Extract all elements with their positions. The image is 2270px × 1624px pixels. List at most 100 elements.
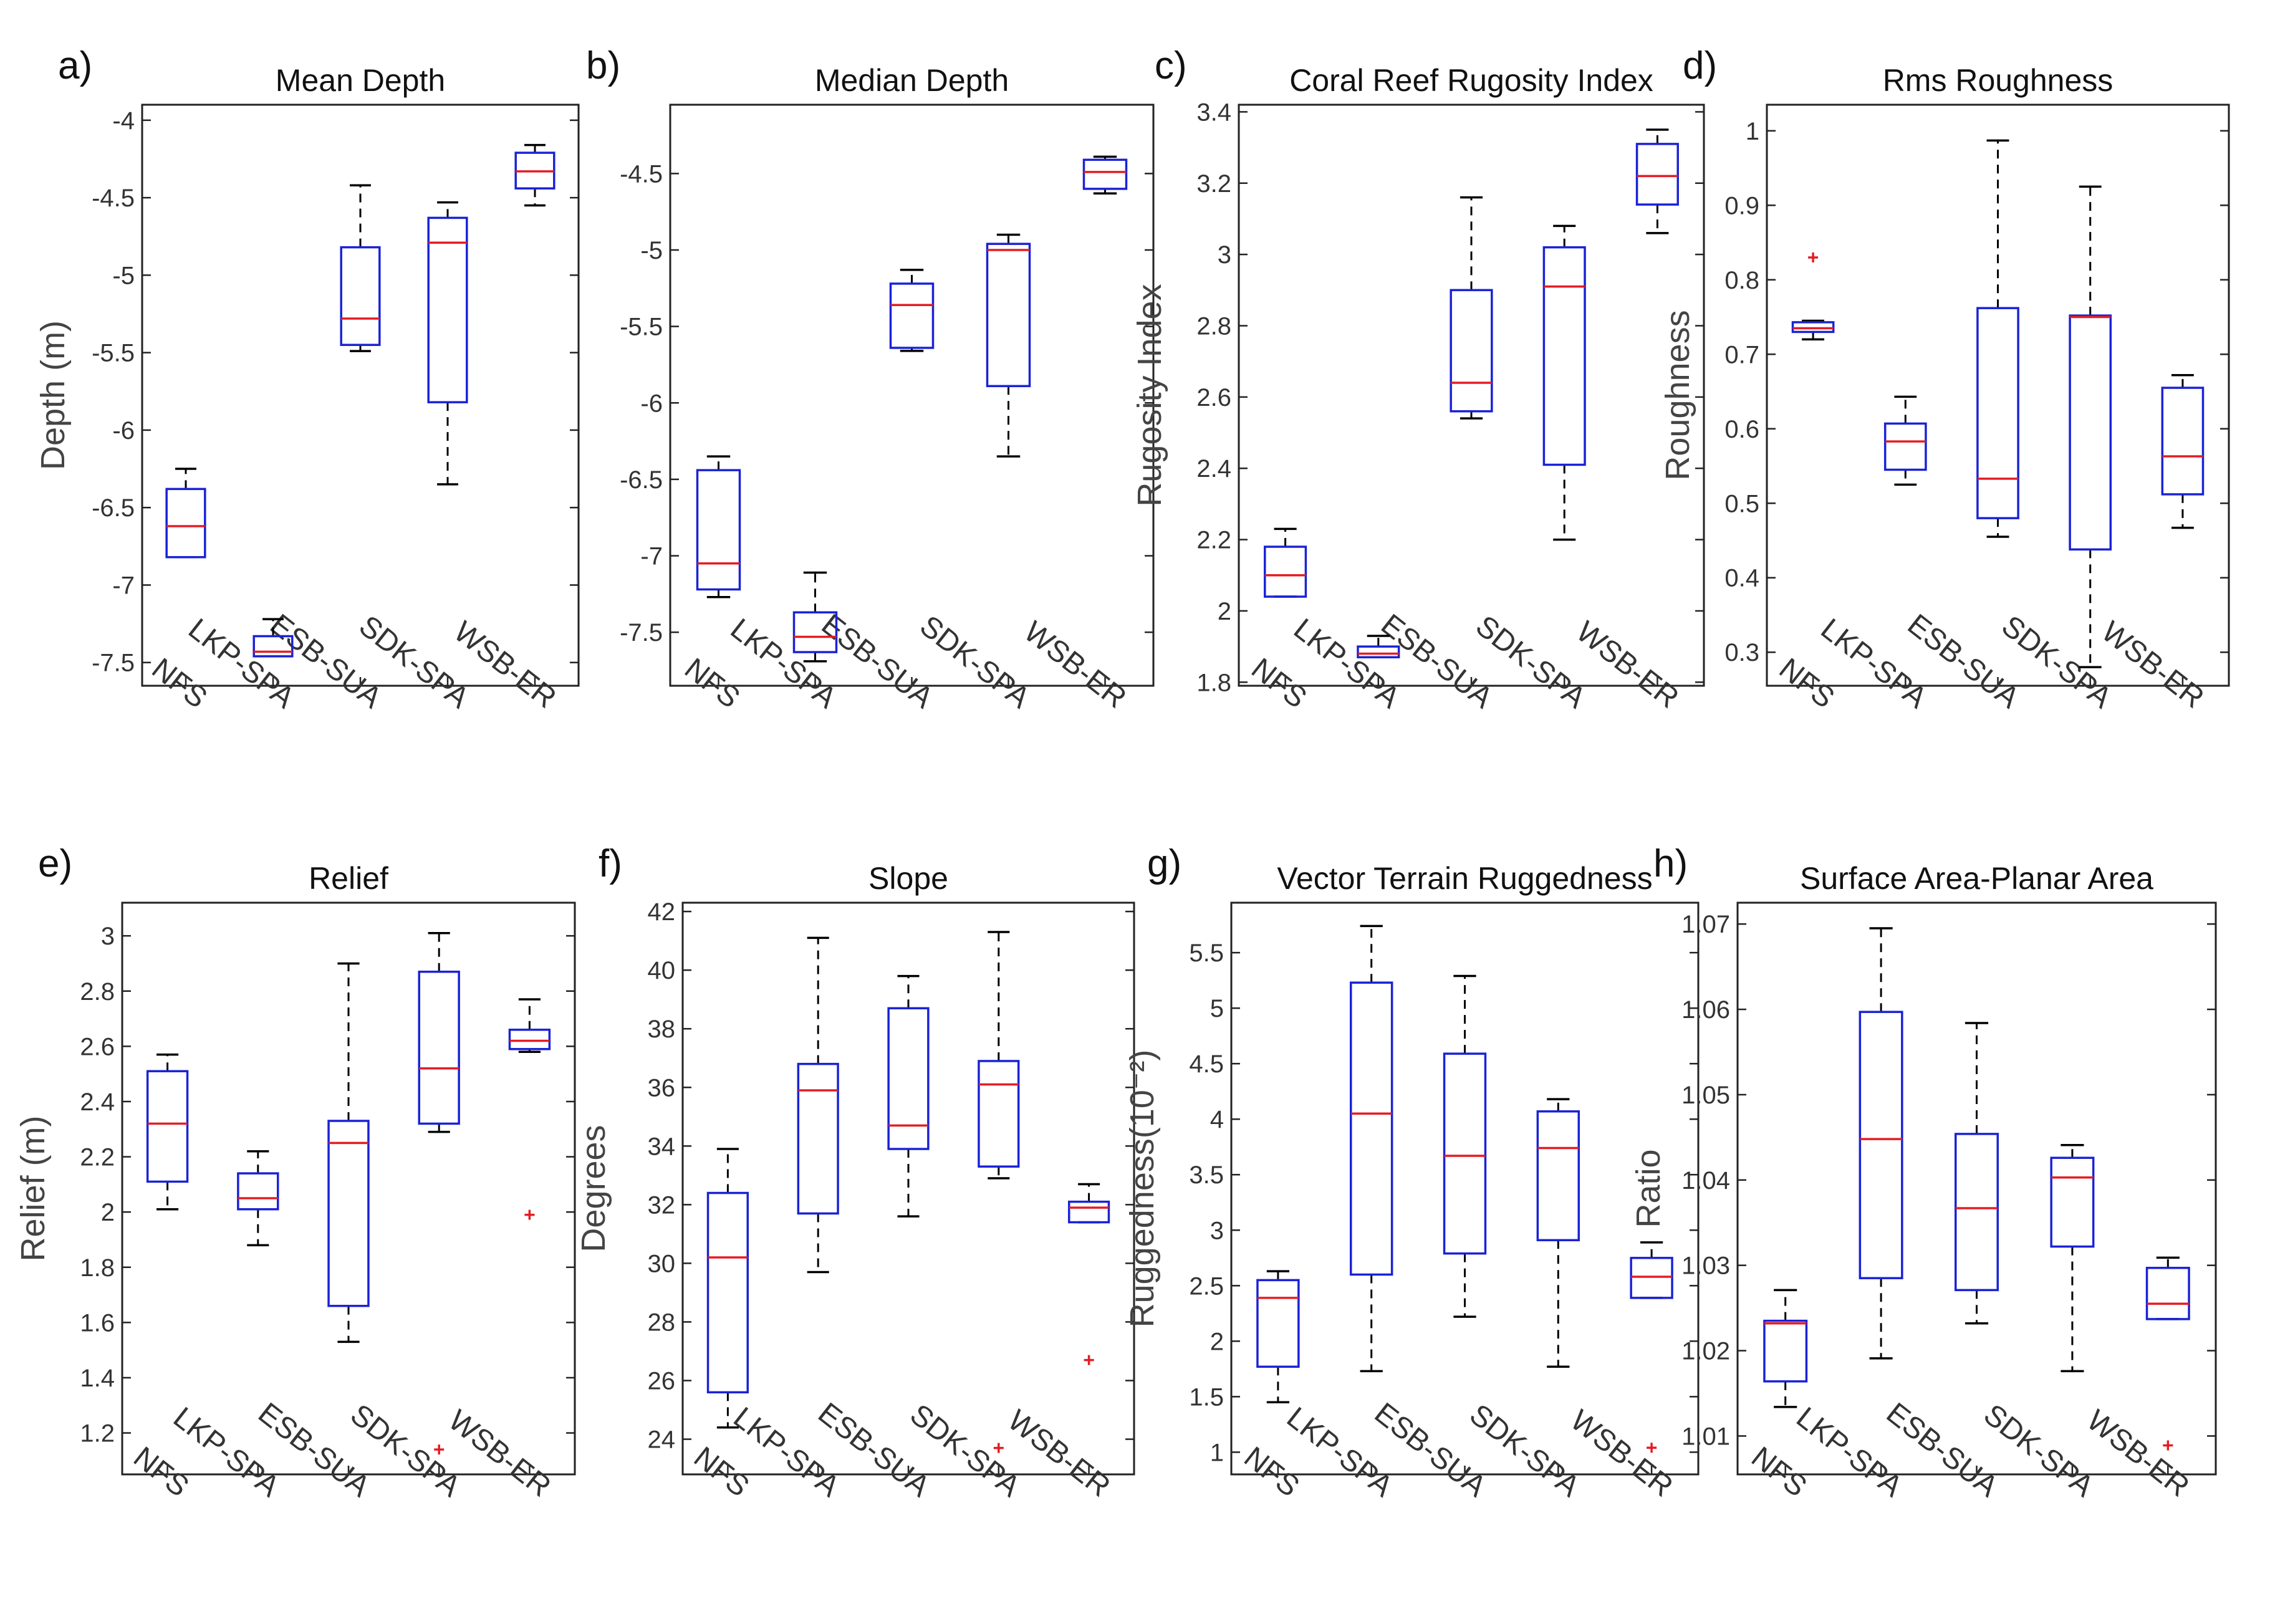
- panel-c: Coral Reef Rugosity Index c) 1.8 2 2.2 2.4 2.6…: [1131, 44, 1705, 715]
- x-category-label: NFS: [146, 652, 213, 715]
- iqr-box: [1635, 143, 1679, 206]
- y-tick-label: 2: [101, 1199, 115, 1226]
- x-category-label: WSB-ER: [1564, 1404, 1679, 1504]
- iqr-box: [2161, 387, 2205, 496]
- box-ESB-SUA: [327, 962, 370, 1343]
- iqr-box: [889, 282, 935, 349]
- panel-letter: g): [1147, 842, 1181, 885]
- y-tick-label: 3.5: [1189, 1161, 1224, 1189]
- x-category-label: NFS: [1238, 1441, 1305, 1504]
- y-axis-label: Ruggedness(10⁻²): [1123, 1050, 1161, 1328]
- box-NFS: [706, 1148, 749, 1429]
- iqr-box: [1349, 981, 1393, 1276]
- y-tick-label: -7.5: [92, 650, 135, 677]
- y-tick-label: 3.4: [1196, 98, 1231, 126]
- y-tick-label: 4.5: [1189, 1050, 1224, 1078]
- y-axis-label: Depth (m): [34, 320, 72, 470]
- x-category-label: WSB-ER: [1002, 1404, 1117, 1504]
- y-tick-label: 3: [101, 923, 115, 950]
- outlier-marker: [524, 1209, 535, 1220]
- x-category-label: NFS: [1745, 1441, 1812, 1504]
- y-tick-label: 40: [648, 957, 676, 984]
- y-tick-label: 38: [648, 1016, 676, 1043]
- x-category-label: NFS: [678, 652, 746, 715]
- y-tick-label: -6.5: [92, 494, 135, 522]
- panel-h: Surface Area-Planar Area h) 1.01 1.02 1.03 1.…: [1630, 842, 2217, 1504]
- x-category-label: NFS: [1773, 652, 1840, 715]
- panel-a: Mean Depth a) -4 -4.5 -5 -5.5 -6 -6.5 -7 -7.5 Dept…: [34, 44, 580, 715]
- box-LKP-SPA: [1859, 927, 1903, 1360]
- iqr-box: [1883, 422, 1927, 471]
- panels-root: Mean Depth a) -4 -4.5 -5 -5.5 -6 -6.5 -7 -7.5 Dept…: [14, 44, 2230, 1504]
- y-tick-label: 1.03: [1681, 1252, 1730, 1280]
- y-tick-label: 1.5: [1189, 1383, 1224, 1411]
- iqr-box: [418, 970, 460, 1125]
- y-tick-label: 2.4: [80, 1088, 115, 1116]
- box-ESB-SUA: [1443, 974, 1487, 1318]
- box-LKP-SPA: [792, 571, 838, 663]
- y-tick-label: 2: [1218, 598, 1231, 625]
- y-tick-label: 36: [648, 1074, 676, 1102]
- box-WSB-ER: [1630, 1241, 1673, 1453]
- iqr-box: [1067, 1200, 1110, 1224]
- iqr-box: [2145, 1267, 2190, 1320]
- iqr-box: [797, 1062, 839, 1215]
- outlier-marker: [1808, 252, 1819, 262]
- panel-f: Slopef)24262830323436384042DegreesNFSLKP…: [575, 842, 1135, 1504]
- panel-title: Slope: [868, 861, 948, 896]
- plot-frame: [1238, 103, 1705, 687]
- iqr-box: [1536, 1110, 1580, 1242]
- box-NFS: [1256, 1270, 1300, 1404]
- y-axis-label: Rugosity Index: [1131, 284, 1168, 506]
- box-WSB-ER: [1635, 128, 1679, 234]
- iqr-box: [146, 1070, 189, 1183]
- y-tick-label: -5: [112, 262, 135, 289]
- box-WSB-ER: [1082, 155, 1128, 195]
- x-category-label: NFS: [1245, 652, 1312, 715]
- iqr-box: [165, 488, 206, 559]
- x-category-label: NFS: [127, 1441, 195, 1504]
- y-tick-label: -7: [112, 572, 135, 599]
- panel-letter: c): [1155, 44, 1187, 87]
- y-tick-label: 1.07: [1681, 911, 1730, 938]
- y-tick-label: 1.06: [1681, 996, 1730, 1024]
- box-WSB-ER: [514, 143, 555, 207]
- iqr-box: [2050, 1156, 2095, 1248]
- box-ESB-SUA: [1450, 196, 1493, 420]
- y-tick-label: 0.7: [1724, 341, 1759, 368]
- y-tick-label: 0.6: [1724, 416, 1759, 443]
- iqr-box: [427, 216, 468, 403]
- iqr-box: [237, 1172, 279, 1211]
- iqr-box: [2069, 314, 2112, 551]
- y-tick-label: 1: [1746, 118, 1759, 145]
- outlier-marker: [2163, 1440, 2173, 1451]
- x-category-label: WSB-ER: [1570, 615, 1685, 715]
- box-SDK-SPA: [418, 931, 460, 1455]
- panel-title: Vector Terrain Ruggedness: [1277, 861, 1652, 896]
- y-tick-label: 4: [1210, 1106, 1224, 1133]
- y-tick-label: -4.5: [92, 185, 135, 212]
- y-axis-label: Roughness: [1659, 310, 1696, 480]
- outlier-marker: [434, 1444, 445, 1455]
- x-category-label: WSB-ER: [1017, 615, 1132, 715]
- y-tick-label: 3: [1218, 241, 1231, 269]
- y-tick-label: 1: [1210, 1439, 1224, 1466]
- x-category-label: WSB-ER: [2080, 1404, 2195, 1504]
- panel-title: Surface Area-Planar Area: [1800, 861, 2153, 896]
- panel-title: Median Depth: [815, 63, 1009, 98]
- plot-frame: [669, 103, 1155, 687]
- outlier-marker: [1084, 1355, 1094, 1365]
- box-SDK-SPA: [986, 233, 1031, 458]
- y-tick-label: 0.5: [1724, 490, 1759, 517]
- box-ESB-SUA: [340, 184, 381, 352]
- y-tick-label: -4: [112, 107, 135, 135]
- box-WSB-ER: [508, 998, 551, 1220]
- iqr-box: [1443, 1052, 1487, 1255]
- plot-frame: [141, 103, 580, 687]
- panel-letter: e): [38, 842, 72, 885]
- x-category-label: SDK-SPA: [913, 609, 1036, 714]
- y-tick-label: 30: [648, 1250, 676, 1277]
- plot-frame: [121, 901, 576, 1476]
- y-tick-label: 0.8: [1724, 267, 1759, 294]
